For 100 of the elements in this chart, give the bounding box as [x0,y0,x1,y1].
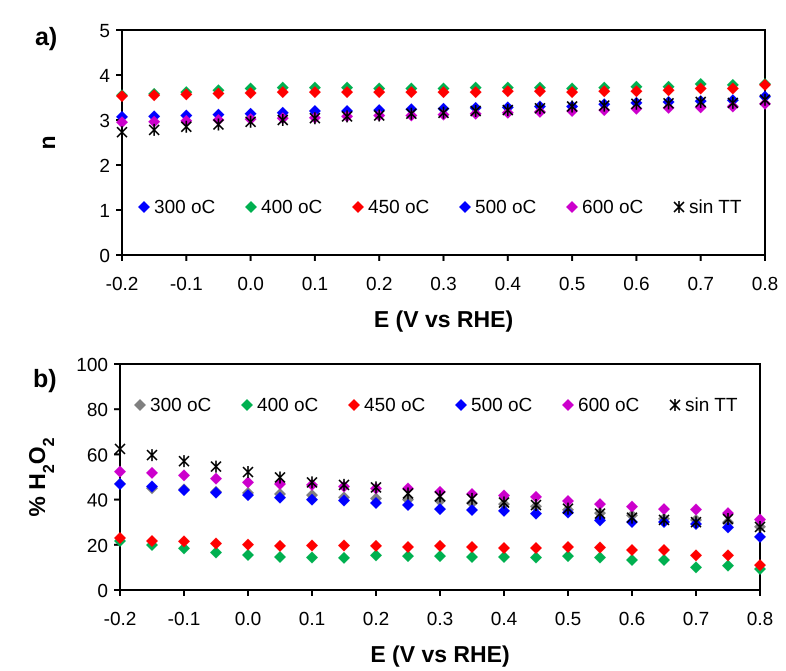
x-tick-label: 0.0 [234,609,262,630]
x-tick-label: 0.2 [366,274,392,295]
point [534,85,546,98]
point [306,494,318,506]
y-tick-label: 5 [99,21,110,42]
legend-label: 300 oC [154,197,216,218]
point [212,87,224,100]
point [116,116,128,128]
x-tick-label: 0.6 [618,609,646,630]
point [498,496,510,510]
point [146,448,158,462]
point [530,542,542,554]
point [690,561,702,574]
point [212,118,224,132]
point [242,476,254,488]
x-tick-label: 0.5 [558,274,586,295]
point [470,104,482,118]
point [690,549,702,562]
point [242,489,254,502]
point [626,554,638,566]
point [438,106,450,120]
x-tick-label: 0.2 [362,609,390,630]
point [402,486,414,500]
point [306,539,318,552]
point [338,539,350,552]
point [276,86,289,98]
point [722,512,734,526]
y-tick-label: 0 [97,581,108,602]
point [274,551,286,564]
point [244,87,257,99]
point [242,538,254,551]
point [562,550,574,562]
point [370,540,382,552]
y-tick-label: 4 [99,66,110,87]
point [178,535,190,548]
point [114,532,126,544]
x-tick-label: 0.4 [494,274,522,295]
point [466,492,478,506]
point [114,466,126,478]
point [242,548,254,561]
x-tick-label: -0.2 [106,274,138,295]
y-tick-label: 0 [99,246,110,267]
legend-label: 400 oC [257,395,318,416]
point [626,500,638,513]
x-tick-label: 0.3 [430,274,457,295]
point [438,86,450,98]
point [146,534,158,547]
point [402,550,414,562]
chart-title: a) [35,23,58,51]
point [114,442,126,456]
x-tick-label: 0.8 [746,609,774,630]
point [466,541,478,554]
point [658,544,670,556]
x-tick-label: 0.6 [623,274,650,295]
x-tick-label: 0.1 [298,609,326,630]
point [370,496,382,509]
point [690,504,702,516]
point [341,86,354,98]
point [405,86,418,98]
point [306,551,318,564]
point [373,86,386,98]
point [466,504,478,516]
y-tick-label: 80 [86,400,108,422]
point [630,85,642,98]
point [502,103,514,117]
legend-label: sin TT [689,197,742,218]
point [146,466,158,479]
legend-label: 500 oC [471,395,532,416]
point [434,503,446,516]
point [402,541,414,554]
point [210,472,222,485]
point [274,540,286,552]
point [534,102,546,116]
point [662,84,675,96]
point [754,559,766,572]
y-tick-label: 1 [99,201,110,222]
y-tick-label: 40 [86,490,108,512]
point [690,515,702,529]
x-tick-label: 0.1 [302,274,328,295]
point [694,82,707,94]
legend-label: 300 oC [150,395,212,416]
point [274,492,286,504]
point [626,544,638,556]
y-axis-title: n [34,135,60,150]
point [498,504,510,517]
point [210,537,222,550]
point [274,470,286,484]
x-tick-label: 0.4 [490,609,518,630]
point [722,521,734,534]
point [594,551,606,564]
point [370,549,382,562]
point [722,560,734,572]
point [658,554,670,566]
legend-label: 450 oC [368,197,430,218]
point [754,530,766,543]
x-tick-label: -0.1 [168,609,200,630]
point [530,508,542,520]
legend-label: 500 oC [475,197,536,218]
point [148,123,160,137]
x-tick-label: 0.7 [687,274,714,295]
